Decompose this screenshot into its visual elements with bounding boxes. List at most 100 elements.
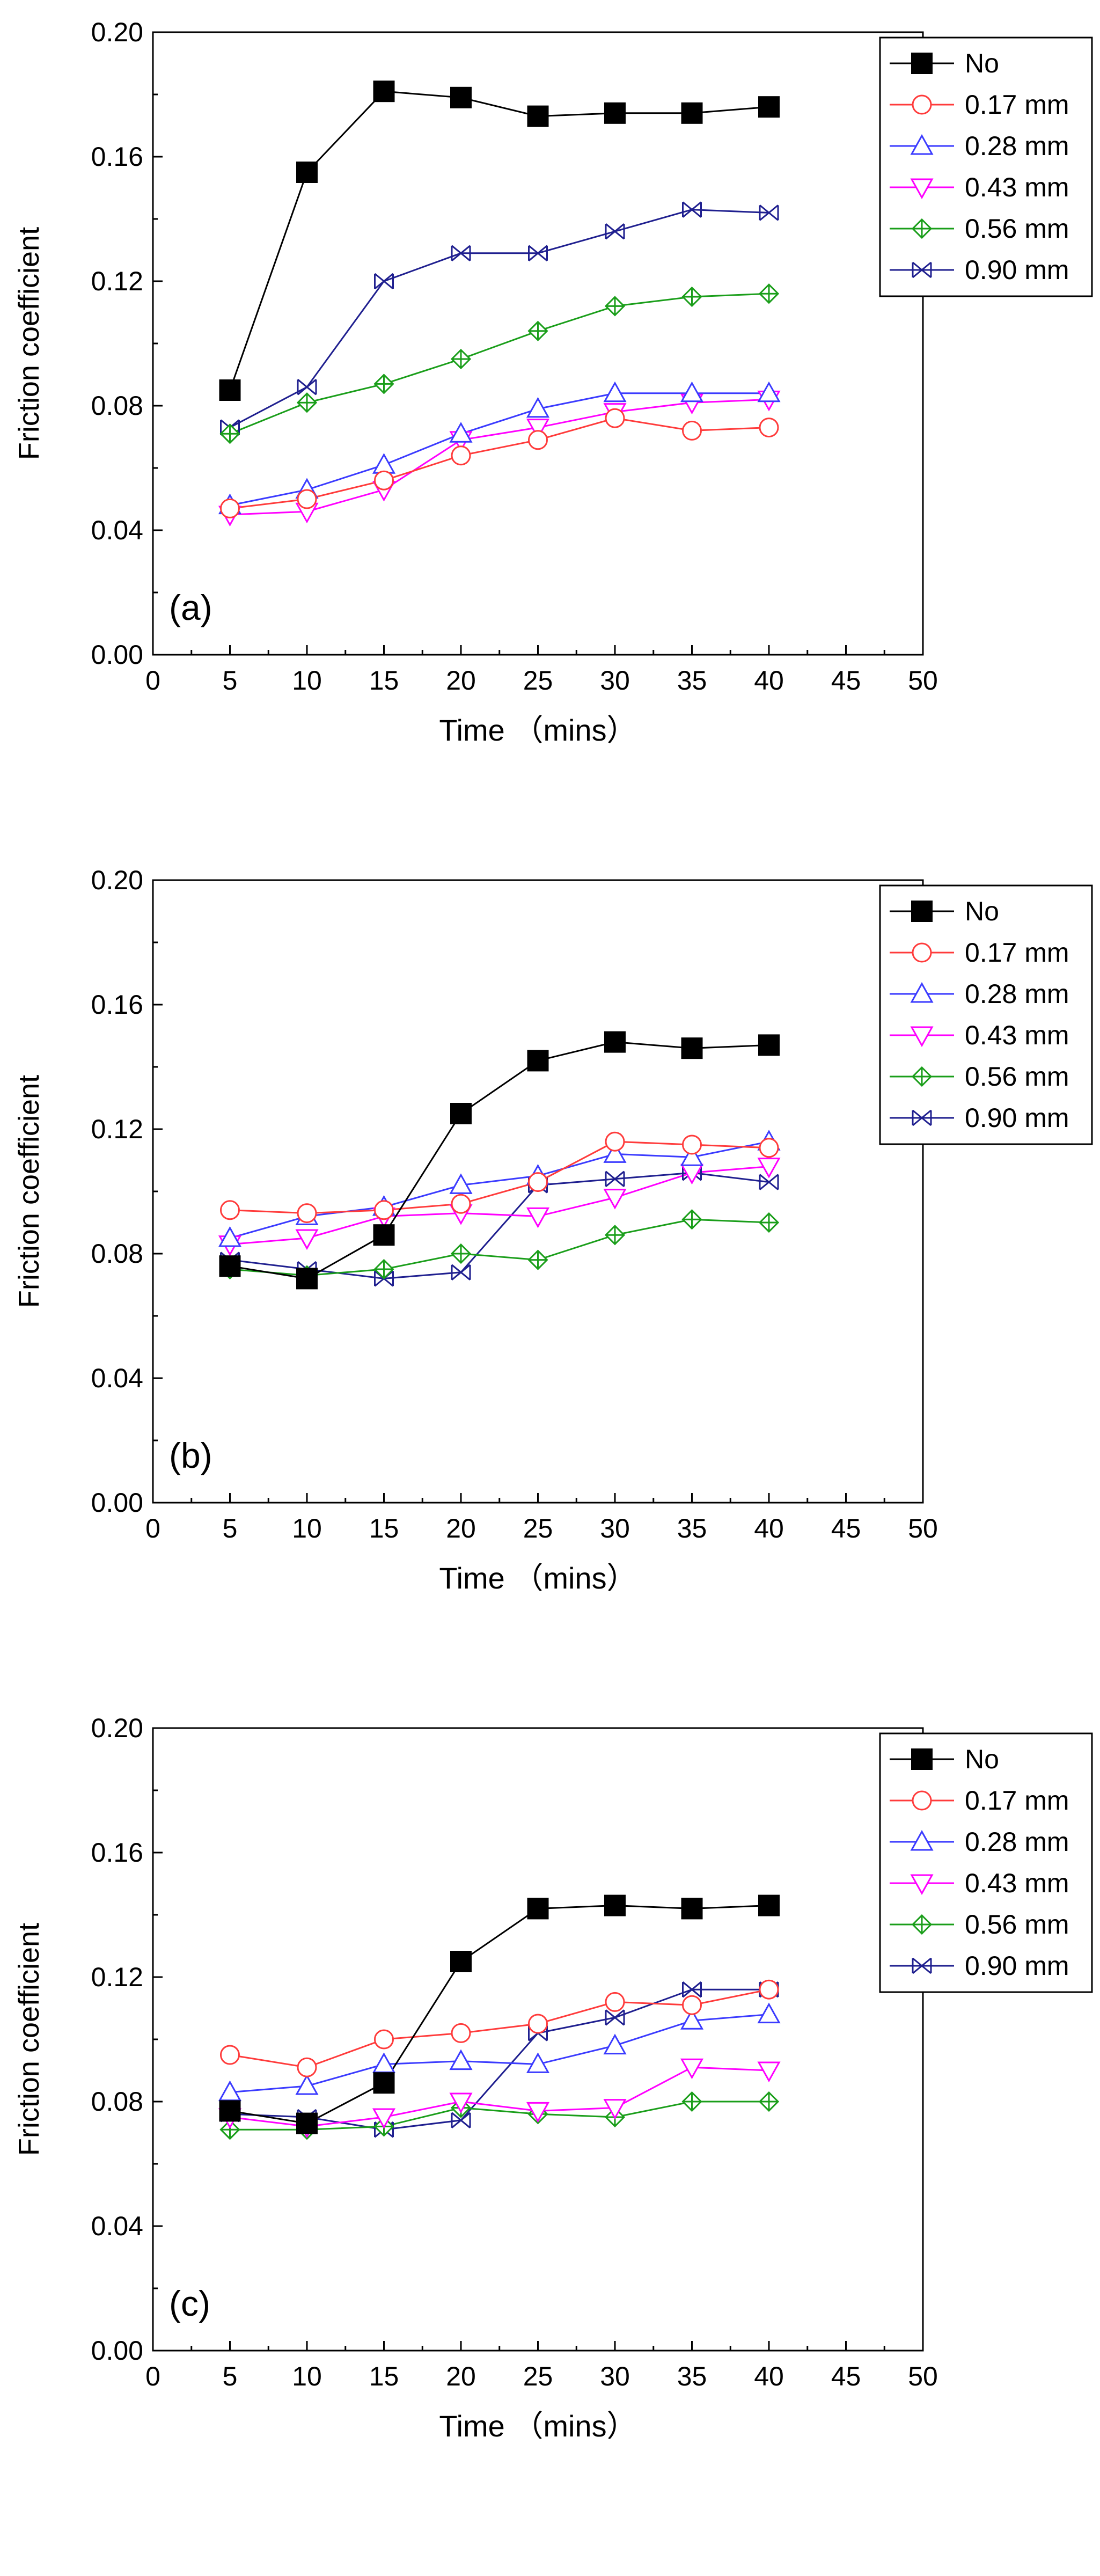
data-point — [451, 245, 471, 261]
data-point — [295, 1229, 319, 1250]
data-point — [374, 470, 394, 491]
data-point — [681, 1037, 703, 1059]
data-point — [604, 296, 626, 317]
y-tick-label: 0.04 — [91, 515, 143, 545]
x-tick-label: 25 — [523, 1513, 553, 1543]
data-point — [527, 1249, 548, 1270]
data-point — [218, 1226, 242, 1247]
series-line-017-mm — [230, 1988, 769, 2068]
legend-box — [879, 36, 1093, 297]
y-axis-label: Friction coefficient — [13, 1923, 45, 2156]
y-tick-label: 0.00 — [91, 1488, 143, 1518]
x-tick-label: 15 — [369, 665, 399, 696]
y-tick-label: 0.04 — [91, 2211, 143, 2241]
data-point — [374, 1200, 394, 1220]
data-point — [527, 105, 549, 127]
data-point — [758, 1212, 780, 1233]
series-line-No — [230, 1905, 769, 2125]
data-point — [682, 1135, 702, 1155]
y-tick-label: 0.20 — [91, 17, 143, 47]
legend-label: 0.56 mm — [965, 214, 1069, 244]
data-point — [604, 1225, 626, 1246]
y-tick-label: 0.12 — [91, 266, 143, 296]
data-point — [605, 1170, 625, 1187]
x-tick-label: 25 — [523, 2361, 553, 2391]
data-point — [682, 1981, 702, 1998]
data-point — [450, 1951, 472, 1972]
data-point — [682, 1995, 702, 2015]
legend-item: 0.43 mm — [890, 1868, 1069, 1898]
y-axis-label: Friction coefficient — [13, 227, 45, 460]
legend: No 0.17 mm 0.28 mm 0.43 mm 0.56 mm 0.90 mm — [879, 36, 1093, 297]
x-tick-label: 20 — [446, 2361, 476, 2391]
data-point — [449, 1173, 473, 1194]
data-point — [757, 2061, 781, 2083]
series-line-056-mm — [229, 292, 769, 435]
data-point — [680, 381, 704, 402]
data-point — [449, 2049, 473, 2070]
plot-frame — [152, 1727, 924, 2352]
x-tick-label: 10 — [292, 1513, 322, 1543]
data-point — [296, 2112, 318, 2134]
data-point — [528, 245, 548, 261]
legend-marker — [911, 53, 933, 74]
data-point — [758, 283, 780, 304]
series-points-0 — [219, 1894, 780, 2134]
x-tick-label: 45 — [831, 665, 861, 696]
data-point — [604, 1894, 626, 1916]
data-point — [604, 1031, 626, 1053]
legend-marker — [911, 901, 933, 922]
series-line-090-mm — [230, 1988, 769, 2131]
data-point — [680, 2009, 704, 2030]
x-tick-label: 20 — [446, 1513, 476, 1543]
x-tick-label: 0 — [145, 1513, 160, 1543]
data-point — [759, 1138, 779, 1158]
data-point — [297, 489, 317, 509]
y-tick-label: 0.04 — [91, 1363, 143, 1393]
legend-item: 0.56 mm — [890, 214, 1069, 244]
data-point — [373, 80, 395, 103]
legend-box — [879, 884, 1093, 1145]
legend-marker — [912, 94, 932, 115]
x-tick-label: 50 — [908, 1513, 938, 1543]
y-tick-label: 0.16 — [91, 1838, 143, 1868]
data-point — [758, 2091, 780, 2112]
x-tick-label: 50 — [908, 2361, 938, 2391]
x-tick-label: 15 — [369, 1513, 399, 1543]
series-points-3 — [218, 1158, 781, 1256]
data-point — [605, 2009, 625, 2026]
y-tick-label: 0.12 — [91, 1114, 143, 1144]
y-tick-label: 0.16 — [91, 142, 143, 172]
data-point — [451, 1194, 471, 1214]
series-line-No — [229, 90, 769, 391]
data-point — [603, 1189, 627, 1210]
data-point — [451, 2112, 471, 2128]
series-points-0 — [219, 1031, 780, 1290]
x-tick-label: 10 — [292, 665, 322, 696]
x-tick-label: 50 — [908, 665, 938, 696]
data-point — [759, 418, 779, 438]
data-point — [220, 2045, 240, 2065]
series-line-017-mm — [230, 417, 769, 509]
x-tick-label: 30 — [600, 2361, 630, 2391]
data-point — [297, 2057, 317, 2077]
data-point — [450, 1103, 472, 1124]
x-axis-label: Time （mins） — [439, 1561, 636, 1595]
data-point — [605, 223, 625, 240]
y-tick-label: 0.12 — [91, 1962, 143, 1992]
data-point — [297, 379, 317, 396]
legend-item: 0.90 mm — [890, 1951, 1069, 1981]
y-tick-label: 0.00 — [91, 640, 143, 670]
data-point — [449, 422, 473, 443]
legend-marker — [911, 1066, 933, 1087]
legend-item: 0.56 mm — [890, 1062, 1069, 1092]
legend-label: 0.17 mm — [965, 90, 1069, 120]
x-tick-label: 10 — [292, 2361, 322, 2391]
legend-marker — [912, 942, 932, 963]
data-point — [605, 1992, 625, 2012]
series-line-043-mm — [230, 398, 769, 516]
data-point — [451, 445, 471, 466]
data-point — [526, 397, 550, 418]
series-line-No — [230, 1041, 769, 1279]
data-point — [372, 2108, 396, 2129]
